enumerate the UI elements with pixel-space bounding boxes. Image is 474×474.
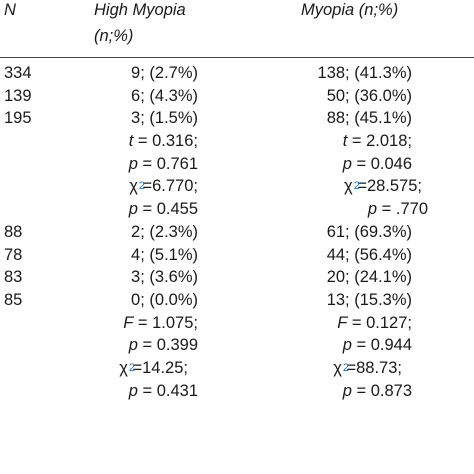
cell-n: 83 [4,268,23,287]
cell-n: 88 [4,222,23,241]
chi-symbol: χ [344,177,353,196]
header-rule [0,57,474,58]
stat-value: =88.73; [346,358,402,377]
chi-symbol: χ [129,177,138,196]
stat-value: =28.575; [357,177,422,196]
cell-myopia: 61; (69.3%) [326,222,412,241]
stat-symbol: p [342,381,352,400]
header-high-myopia-sub: (n;%) [94,27,134,45]
cell-high-myopia: 2; (2.3%) [131,222,198,241]
stat-p-myopia: p = 0.873 [343,380,412,403]
cell-high-myopia: 4; (5.1%) [131,245,198,264]
stat-row-p: p = 0.399 p = 0.944 [0,334,474,357]
stat-f-high-myopia: F = 1.075; [123,312,198,335]
stat-symbol: t [128,132,134,151]
stat-f-myopia: F = 0.127; [337,312,412,335]
stat-value: = 0.316; [137,132,198,151]
stat-row-p: p = 0.455 p = .770 [0,198,474,221]
stat-p-myopia: p = 0.046 [343,153,412,176]
stat-symbol: p [128,336,138,355]
header-myopia: Myopia (n;%) [301,1,399,19]
table-row: 195 3; (1.5%) 88; (45.1%) [0,107,474,130]
cell-myopia: 88; (45.1%) [326,109,412,128]
chi-superscript: 2 [138,180,146,193]
header-high-myopia: High Myopia [94,1,186,19]
table-row: 139 6; (4.3%) 50; (36.0%) [0,85,474,108]
header-n: N [4,1,16,19]
stat-value: = 0.431 [142,381,198,400]
stat-t-high-myopia: t = 0.316; [129,130,198,153]
stat-value: = 0.455 [142,200,198,219]
cell-high-myopia: 9; (2.7%) [131,64,198,82]
table-body: 334 9; (2.7%) 138; (41.3%) 139 6; (4.3%)… [0,62,474,402]
stat-value: = 0.761 [142,154,198,173]
stat-p-high-myopia: p = 0.431 [129,380,198,403]
stat-value: = 1.075; [137,313,198,332]
stat-value: =14.25; [132,358,188,377]
table-row: 85 0; (0.0%) 13; (15.3%) [0,289,474,312]
chi-superscript: 2 [128,361,136,374]
stat-symbol: t [342,132,348,151]
stat-row-p: p = 0.431 p = 0.873 [0,380,474,403]
table-header: N High Myopia (n;%) Myopia (n;%) [0,0,474,58]
chi-symbol: χ [119,358,128,377]
stat-p-high-myopia: p = 0.399 [129,334,198,357]
table-row: 83 3; (3.6%) 20; (24.1%) [0,266,474,289]
chi-superscript: 2 [353,180,360,193]
stat-value: = 2.018; [351,132,412,151]
stat-row-p: p = 0.761 p = 0.046 [0,153,474,176]
cell-myopia: 50; (36.0%) [326,86,412,105]
cell-n: 139 [4,86,32,105]
stat-p-myopia: p = 0.944 [343,334,412,357]
cell-myopia: 138; (41.3%) [317,64,412,82]
stat-value: = 0.127; [351,313,412,332]
stat-symbol: p [128,154,138,173]
stat-value: = 0.873 [356,381,412,400]
stat-row-f: F = 1.075; F = 0.127; [0,312,474,335]
table-row: 88 2; (2.3%) 61; (69.3%) [0,221,474,244]
stat-p-high-myopia: p = 0.761 [129,153,198,176]
cell-myopia: 20; (24.1%) [326,268,412,287]
cell-myopia: 44; (56.4%) [326,245,412,264]
table-row: 78 4; (5.1%) 44; (56.4%) [0,244,474,267]
cell-n: 195 [4,109,32,128]
cell-n: 334 [4,64,32,82]
chi-superscript: 2 [342,361,350,374]
cell-myopia: 13; (15.3%) [326,290,412,309]
stat-symbol: p [367,200,378,219]
stat-value: =6.770; [142,177,198,196]
stat-value: = 0.046 [356,154,412,173]
table-row: 334 9; (2.7%) 138; (41.3%) [0,62,474,85]
cell-n: 85 [4,290,23,309]
stat-symbol: F [337,313,348,332]
stat-symbol: p [128,381,138,400]
cell-high-myopia: 3; (1.5%) [131,109,198,128]
stat-symbol: F [123,313,134,332]
cell-high-myopia: 6; (4.3%) [131,86,198,105]
stat-value: = 0.399 [142,336,198,355]
stat-value: = .770 [381,200,428,219]
stat-row-t: t = 0.316; t = 2.018; [0,130,474,153]
stat-symbol: p [128,200,138,219]
stat-p-myopia: p = .770 [368,198,428,221]
stat-symbol: p [342,336,352,355]
cell-n: 78 [4,245,23,264]
cell-high-myopia: 0; (0.0%) [131,290,198,309]
stat-symbol: p [342,154,352,173]
stat-value: = 0.944 [356,336,412,355]
chi-symbol: χ [333,358,342,377]
stat-t-myopia: t = 2.018; [343,130,412,153]
cell-high-myopia: 3; (3.6%) [131,268,198,287]
stat-p-high-myopia: p = 0.455 [129,198,198,221]
